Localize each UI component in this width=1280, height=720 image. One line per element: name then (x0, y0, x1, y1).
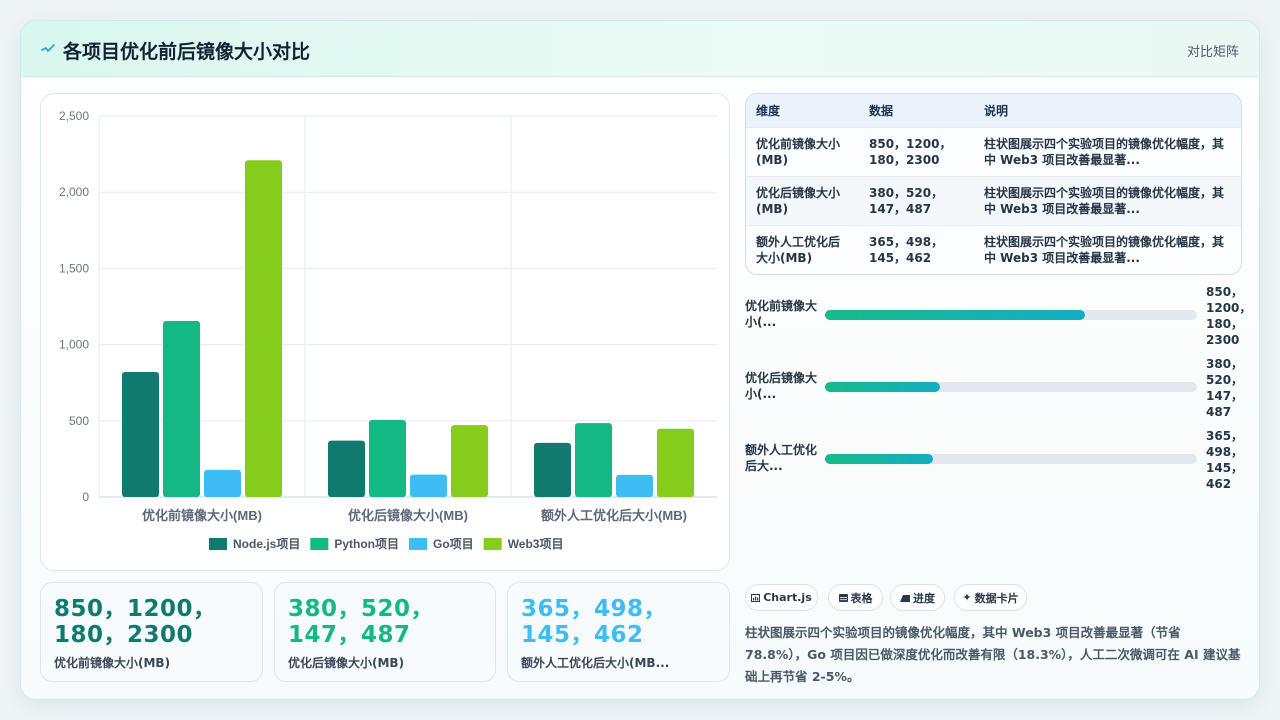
progress-track (825, 382, 1197, 392)
bar (122, 372, 159, 497)
y-tick-label: 2,000 (59, 185, 89, 199)
stat-value: 365，498，145，462 (521, 596, 668, 648)
table-row: 优化前镜像大小(MB) 850，1200，180，2300 柱状图展示四个实验项… (746, 127, 1241, 176)
progress-label: 额外人工优化后大... (745, 443, 818, 473)
table-header-data: 数据 (869, 103, 894, 118)
stat-card: 365，498，145，462 额外人工优化后大小(MB... (507, 582, 730, 682)
table-cell-data: 850，1200，180，2300 (869, 136, 952, 167)
tag-label: 表格 (850, 591, 873, 605)
table-header-dim: 维度 (756, 103, 781, 118)
progress-value: 365，498，145，462 (1206, 429, 1244, 491)
bar (204, 469, 241, 497)
progress-value: 850，1200，180，2300 (1206, 285, 1252, 347)
y-tick-label: 2,500 (59, 109, 89, 123)
legend-swatch (209, 538, 227, 550)
legend-label: Node.js项目 (233, 537, 300, 551)
progress-row: 优化前镜像大小(... 850，1200，180，2300 (745, 285, 1252, 347)
bar (616, 474, 653, 497)
page-title: 各项目优化前后镜像大小对比 (63, 41, 311, 63)
tag-label: Chart.js (763, 591, 812, 604)
progress-track (825, 454, 1197, 464)
progress-fill (825, 310, 1086, 320)
stat-value: 380，520，147，487 (288, 596, 435, 648)
description-text: 柱状图展示四个实验项目的镜像优化幅度，其中 Web3 项目改善最显著（节省 78… (745, 625, 1241, 684)
progress-fill (825, 382, 941, 392)
progress-value: 380，520，147，487 (1206, 357, 1244, 419)
table-header-note: 说明 (984, 103, 1009, 118)
bar (534, 442, 571, 497)
stat-card: 850，1200，180，2300 优化前镜像大小(MB) (40, 582, 263, 682)
y-tick-label: 1,500 (59, 261, 89, 275)
progress-label: 优化前镜像大小(... (745, 299, 818, 329)
bar-chart: 0 500 1,000 1,500 2,000 2,500 优化前镜像大小(MB) 优化后镜像… (59, 109, 717, 551)
bar (657, 428, 694, 497)
chart-icon (751, 593, 761, 602)
progress-row: 额外人工优化后大... 365，498，145，462 (745, 429, 1244, 491)
progress-label: 优化后镜像大小(... (745, 371, 818, 401)
bar (245, 160, 282, 498)
bar (163, 320, 200, 497)
legend-swatch (310, 538, 329, 550)
tag-progress[interactable]: 进度 (890, 584, 945, 611)
table-cell-note: 柱状图展示四个实验项目的镜像优化幅度，其中 Web3 项目改善最显著... (984, 234, 1225, 265)
table-row: 优化后镜像大小(MB) 380，520，147，487 柱状图展示四个实验项目的… (746, 176, 1241, 225)
dashboard-card: 各项目优化前后镜像大小对比 对比矩阵 0 500 1,000 1,500 2,000 2,… (20, 20, 1260, 700)
legend-label: Go项目 (433, 537, 474, 551)
table-cell-note: 柱状图展示四个实验项目的镜像优化幅度，其中 Web3 项目改善最显著... (984, 185, 1225, 216)
x-tick-label: 额外人工优化后大小(MB) (541, 508, 687, 523)
x-tick-label: 优化前镜像大小(MB) (142, 508, 262, 523)
stat-label: 优化后镜像大小(MB) (288, 656, 405, 670)
legend-swatch (409, 538, 428, 550)
legend-label: Python项目 (334, 537, 399, 551)
table-icon (838, 593, 848, 602)
y-tick-label: 0 (82, 490, 89, 504)
legend-label: Web3项目 (508, 537, 564, 551)
table-cell-dim: 优化后镜像大小(MB) (756, 185, 841, 216)
stat-value: 850，1200，180，2300 (54, 596, 217, 648)
progress-fill (825, 454, 933, 464)
stat-card: 380，520，147，487 优化后镜像大小(MB) (274, 582, 496, 682)
table-cell-dim: 优化前镜像大小(MB) (756, 136, 841, 167)
pulse-icon (41, 44, 55, 52)
matrix-label[interactable]: 对比矩阵 (1186, 45, 1239, 60)
progress-row: 优化后镜像大小(... 380，520，147，487 (745, 357, 1244, 419)
bar (410, 474, 447, 497)
y-tick-label: 500 (69, 414, 89, 428)
legend-swatch (483, 538, 502, 550)
stat-label: 额外人工优化后大小(MB... (521, 656, 670, 670)
table-cell-dim: 额外人工优化后大小(MB) (756, 234, 841, 265)
stat-label: 优化前镜像大小(MB) (54, 656, 171, 670)
progress-icon (900, 594, 910, 602)
bar-chart-panel: 0 500 1,000 1,500 2,000 2,500 优化前镜像大小(MB) 优化后镜像… (40, 93, 730, 571)
sparkle-icon: ✦ (962, 591, 972, 604)
data-table: 维度 数据 说明 优化前镜像大小(MB) 850，1200，180，2300 柱… (746, 94, 1241, 274)
tag-data-card[interactable]: ✦ 数据卡片 (954, 584, 1027, 611)
bar (369, 420, 406, 497)
tag-chartjs[interactable]: Chart.js (745, 584, 818, 611)
bar (451, 425, 488, 497)
table-row: 额外人工优化后大小(MB) 365，498，145，462 柱状图展示四个实验项… (746, 225, 1241, 274)
table-cell-data: 380，520，147，487 (869, 185, 944, 216)
tag-table[interactable]: 表格 (828, 584, 883, 611)
bar (575, 423, 612, 497)
table-header-row: 维度 数据 说明 (746, 94, 1241, 127)
header: 各项目优化前后镜像大小对比 对比矩阵 (21, 21, 1259, 77)
x-tick-label: 优化后镜像大小(MB) (348, 508, 468, 523)
table-cell-data: 365，498，145，462 (869, 234, 944, 265)
tag-label: 数据卡片 (974, 591, 1019, 605)
tag-label: 进度 (913, 591, 935, 605)
table-cell-note: 柱状图展示四个实验项目的镜像优化幅度，其中 Web3 项目改善最显著... (984, 136, 1225, 167)
bar (328, 440, 365, 497)
y-tick-label: 1,000 (59, 338, 89, 352)
progress-track (825, 310, 1197, 320)
data-table-panel: 维度 数据 说明 优化前镜像大小(MB) 850，1200，180，2300 柱… (745, 93, 1242, 275)
